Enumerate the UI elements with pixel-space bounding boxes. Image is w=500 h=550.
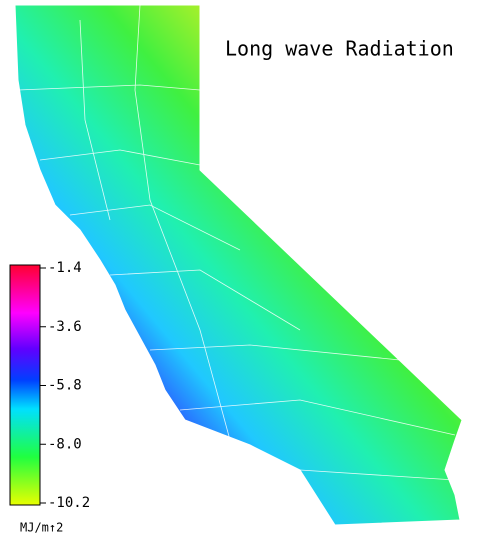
county-lines bbox=[17, 4, 456, 481]
tick-label: -5.8 bbox=[48, 378, 82, 394]
state-shape bbox=[14, 4, 463, 526]
map-title: Long wave Radiation bbox=[225, 37, 454, 61]
colorbar-ticks: -1.4 -3.6 -5.8 -8.0 -10.2 bbox=[40, 260, 90, 511]
tick-label: -3.6 bbox=[48, 319, 82, 335]
tick-label: -1.4 bbox=[48, 260, 82, 276]
tick-label: -10.2 bbox=[48, 495, 90, 511]
tick-label: -8.0 bbox=[48, 436, 82, 452]
colorbar bbox=[9, 264, 41, 506]
colorbar-unit: MJ/m↑2 bbox=[20, 521, 63, 535]
